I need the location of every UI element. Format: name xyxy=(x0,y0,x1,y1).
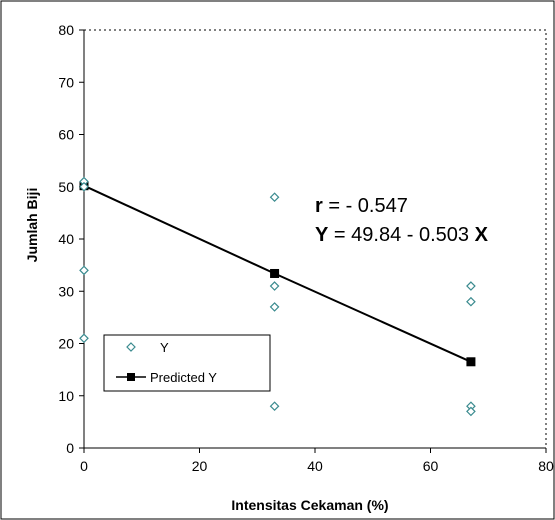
data-point xyxy=(269,192,280,203)
correlation-annotation: r = - 0.547 xyxy=(315,195,408,217)
y-tick-label: 60 xyxy=(58,127,74,143)
y-tick-label: 30 xyxy=(58,283,74,299)
legend-label-y: Y xyxy=(160,340,169,355)
y-tick-label: 20 xyxy=(58,336,74,352)
x-tick-label: 40 xyxy=(307,458,323,474)
data-point xyxy=(269,302,280,312)
x-tick-label: 80 xyxy=(538,458,554,474)
x-tick-label: 20 xyxy=(192,458,208,474)
y-tick-label: 10 xyxy=(58,388,74,404)
data-point xyxy=(79,333,89,344)
x-tick-label: 0 xyxy=(80,458,88,474)
y-tick-label: 40 xyxy=(58,231,74,247)
correlation-symbol: r xyxy=(315,195,323,217)
legend-marker-y xyxy=(126,342,136,352)
data-point xyxy=(79,265,89,276)
equation-y-symbol: Y xyxy=(315,224,329,246)
y-tick-label: 50 xyxy=(58,179,74,195)
y-tick-label: 70 xyxy=(58,74,74,90)
y-axis-title: Jumlah Biji xyxy=(24,188,40,263)
data-point xyxy=(466,406,476,417)
correlation-value: = - 0.547 xyxy=(323,195,408,217)
data-point xyxy=(269,401,280,412)
legend-marker-predicted xyxy=(127,373,135,381)
x-axis-ticks: 0 20 40 60 80 xyxy=(80,448,554,474)
legend: Y Predicted Y xyxy=(103,334,271,392)
data-point xyxy=(466,296,476,307)
predicted-point xyxy=(270,268,280,278)
y-tick-label: 0 xyxy=(66,440,74,456)
x-axis-title: Intensitas Cekaman (%) xyxy=(231,497,388,513)
equation-body: = 49.84 - 0.503 xyxy=(328,224,474,246)
regression-equation: Y = 49.84 - 0.503 X xyxy=(315,224,489,246)
predicted-point xyxy=(466,357,476,367)
y-tick-label: 80 xyxy=(58,22,74,38)
data-point xyxy=(466,281,476,291)
series-layer xyxy=(79,176,476,417)
data-point xyxy=(269,281,280,291)
data-point xyxy=(79,181,89,192)
x-tick-label: 60 xyxy=(423,458,439,474)
equation-x-symbol: X xyxy=(475,224,489,246)
legend-label-predicted: Predicted Y xyxy=(150,370,217,385)
y-axis-ticks: 0 10 20 30 40 50 60 70 80 xyxy=(58,22,84,456)
